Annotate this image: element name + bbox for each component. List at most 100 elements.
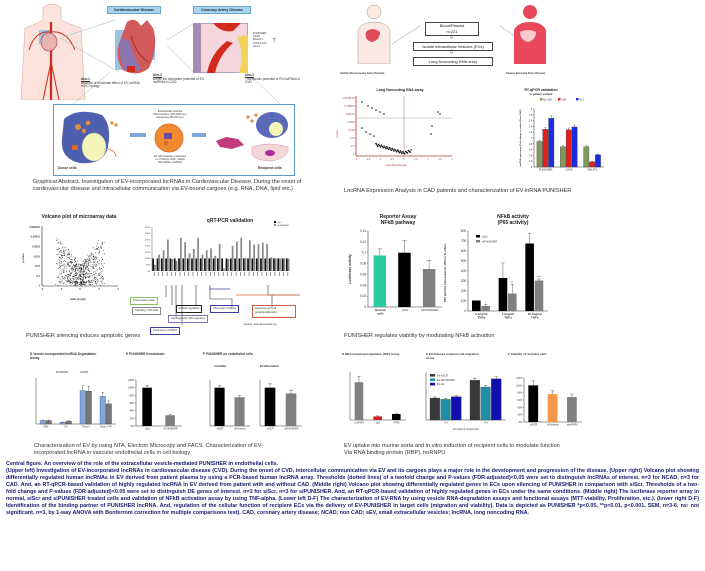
data-point: [76, 263, 77, 265]
data-point: [78, 283, 80, 285]
data-point: [61, 276, 63, 277]
data-point: [96, 258, 97, 260]
data-point: [66, 271, 68, 273]
recipient-caption-line1: EV uptake into murine aorta and in vitro…: [344, 443, 560, 449]
data-point: [101, 265, 103, 267]
y-tick-label: 0.0625: [347, 122, 355, 124]
data-point: [66, 261, 68, 263]
data-point: [60, 254, 62, 256]
data-point: [89, 270, 91, 272]
bar: [173, 258, 176, 271]
bar: [525, 243, 534, 311]
data-point: [81, 270, 82, 272]
data-point: [61, 249, 62, 251]
data-point: [68, 262, 70, 264]
data-point: [75, 272, 77, 274]
data-point: [83, 272, 85, 274]
data-point: [80, 268, 82, 270]
data-point: [63, 260, 65, 262]
data-point: [80, 270, 81, 272]
category-box: Chromatin modifiers: [210, 305, 240, 313]
data-point: [101, 242, 103, 244]
x-tick-label: -1.5: [366, 159, 371, 161]
data-point: [98, 274, 100, 276]
data-point: [77, 282, 79, 284]
bar: [216, 258, 219, 271]
data-point: [62, 247, 63, 249]
data-point: [103, 277, 104, 279]
data-point: [93, 268, 95, 269]
data-point: [95, 283, 97, 285]
data-point: [57, 238, 59, 240]
data-point: [69, 261, 71, 263]
bar: [223, 268, 225, 271]
data-point: [86, 280, 88, 282]
y-tick-label: 1: [531, 137, 533, 140]
data-point: [85, 260, 87, 262]
data-point: [76, 266, 78, 268]
sample-size-label: n=221: [446, 28, 458, 34]
bar: [191, 258, 193, 271]
data-point: [68, 263, 69, 265]
data-point: [87, 269, 89, 270]
data-point: [69, 262, 71, 264]
data-point: [71, 268, 72, 270]
data-point: [102, 243, 104, 245]
bar: [158, 254, 161, 271]
data-point: [77, 284, 79, 286]
bar: [469, 380, 480, 421]
data-point: [74, 282, 75, 283]
data-point: [80, 269, 82, 271]
aim3-gene-list: PUNISHER GAS5 MALAT1 FGF14-AS1 HCL2: [253, 32, 277, 48]
data-point: [58, 256, 60, 258]
gene-category-annotations: Transcription factor Signaling, TGF-beta…: [120, 285, 300, 337]
bar: [244, 257, 247, 271]
data-point: [59, 257, 61, 258]
data-point: [395, 149, 397, 152]
data-point: [94, 277, 96, 279]
y-tick-label: 50%: [146, 265, 150, 267]
data-point: [76, 265, 78, 267]
data-point: [100, 268, 102, 269]
data-point: [78, 278, 80, 280]
data-point: [77, 281, 78, 283]
data-point: [90, 265, 92, 267]
bar: [234, 258, 236, 271]
data-point: [59, 251, 61, 252]
data-point: [92, 259, 94, 260]
legend-label: PUNISHER: [56, 371, 69, 374]
data-point: [83, 266, 85, 267]
data-point: [83, 270, 85, 272]
data-point: [81, 281, 82, 283]
data-point: [75, 274, 77, 276]
data-point: [69, 254, 71, 256]
data-point: [82, 265, 84, 267]
data-point: [63, 278, 65, 280]
data-point: [66, 255, 68, 257]
data-point: [91, 253, 92, 254]
data-point: [64, 277, 66, 279]
y-tick-label: 0.125: [348, 130, 354, 132]
data-point: [91, 273, 93, 274]
data-point: [103, 263, 105, 264]
bar: [279, 258, 281, 271]
bar: [165, 258, 167, 271]
data-point: [75, 272, 77, 274]
bar: [167, 239, 169, 271]
data-point: [59, 281, 61, 282]
data-point: [67, 278, 68, 280]
rtqpcr-patient-subtitle: in patient sample: [529, 92, 553, 96]
y-tick-label: 250%: [145, 239, 151, 241]
data-point: [55, 237, 57, 239]
data-point: [86, 259, 88, 261]
data-point: [83, 282, 85, 284]
data-point: [76, 268, 78, 270]
bar: [142, 387, 152, 426]
legend-label: ACS: [579, 98, 584, 101]
data-point: [63, 271, 64, 273]
data-point: [76, 277, 78, 279]
data-point: [94, 262, 95, 263]
bar: [182, 258, 185, 271]
data-point: [388, 146, 391, 149]
data-point: [72, 268, 74, 270]
